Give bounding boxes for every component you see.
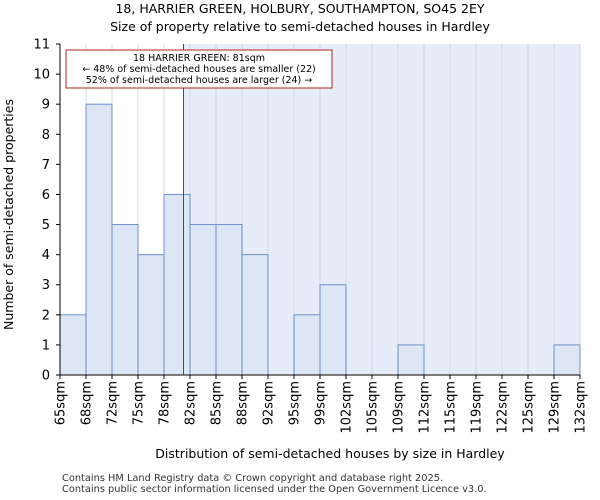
y-tick-label: 2 (42, 308, 50, 323)
x-tick-label: 88sqm (236, 381, 251, 425)
y-tick-label: 5 (42, 218, 50, 233)
bars (59, 103, 581, 376)
x-tick-label: 112sqm (418, 381, 433, 434)
bar-75sqm (137, 254, 165, 376)
y-tick-label: 9 (42, 98, 50, 113)
bar-109sqm (397, 344, 425, 376)
bar-88sqm (241, 254, 269, 376)
x-tick-label: 65sqm (54, 381, 69, 425)
x-tick-label: 132sqm (574, 381, 589, 434)
y-tick-label: 7 (42, 158, 50, 173)
x-tick-label: 72sqm (106, 381, 121, 425)
x-tick-label: 115sqm (444, 381, 459, 434)
x-tick-label: 95sqm (288, 381, 303, 425)
annotation-rect (65, 49, 333, 89)
x-tick-label: 75sqm (132, 381, 147, 425)
x-tick-label: 99sqm (314, 381, 329, 425)
y-tick-label: 8 (42, 128, 50, 143)
x-tick-label: 82sqm (184, 381, 199, 425)
annotation-line-1: 18 HARRIER GREEN: 81sqm (133, 53, 265, 64)
annotation-line-3: 52% of semi-detached houses are larger (… (86, 75, 313, 86)
footer-line-1: Contains HM Land Registry data © Crown c… (62, 473, 444, 484)
x-tick-label: 125sqm (522, 381, 537, 434)
annotation-box: 18 HARRIER GREEN: 81sqm ← 48% of semi-de… (65, 49, 333, 89)
x-tick-label: 105sqm (366, 381, 381, 434)
annotation-line-2: ← 48% of semi-detached houses are smalle… (82, 64, 316, 75)
y-tick-label: 11 (33, 38, 50, 53)
x-tick-label: 109sqm (392, 381, 407, 434)
x-tick-label: 119sqm (470, 381, 485, 434)
footer-line-2: Contains public sector information licen… (62, 484, 487, 495)
x-ticks: 65sqm 68sqm 72sqm 75sqm 78sqm 82sqm 85sqm 88sqm… (54, 375, 589, 434)
y-tick-label: 4 (42, 248, 50, 263)
x-axis-label: Distribution of semi-detached houses by … (155, 446, 505, 461)
y-tick-label: 3 (42, 278, 50, 293)
bar-99sqm (319, 284, 347, 376)
x-tick-label: 78sqm (158, 381, 173, 425)
y-tick-label: 10 (33, 68, 50, 83)
chart-title: 18, HARRIER GREEN, HOLBURY, SOUTHAMPTON,… (115, 1, 485, 16)
bar-65sqm (59, 314, 87, 376)
x-tick-label: 92sqm (262, 381, 277, 425)
bar-82sqm (189, 224, 217, 376)
x-tick-label: 129sqm (548, 381, 563, 434)
bar-68sqm (85, 103, 113, 376)
x-tick-label: 85sqm (210, 381, 225, 425)
chart-subtitle: Size of property relative to semi-detach… (110, 19, 490, 34)
x-tick-label: 122sqm (496, 381, 511, 434)
y-tick-label: 1 (42, 338, 50, 353)
x-tick-label: 102sqm (340, 381, 355, 434)
y-tick-label: 6 (42, 188, 50, 203)
bar-85sqm (215, 224, 243, 376)
bar-72sqm (111, 224, 139, 376)
bar-95sqm (293, 314, 321, 376)
bar-129sqm (553, 344, 581, 376)
y-ticks: 0 1 2 3 4 5 6 7 8 9 10 11 (33, 38, 60, 384)
y-tick-label: 0 (42, 369, 50, 384)
x-tick-label: 68sqm (80, 381, 95, 425)
bar-78sqm (163, 193, 191, 376)
y-axis-label: Number of semi-detached properties (1, 99, 16, 330)
